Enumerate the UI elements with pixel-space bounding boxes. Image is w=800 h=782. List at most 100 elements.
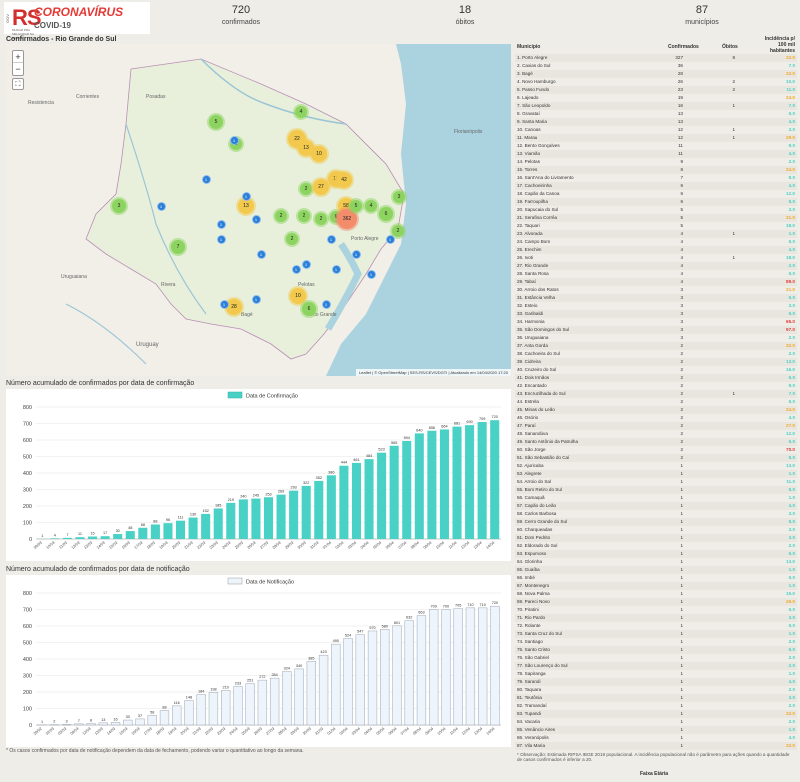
x-tick-label: 30/03 (297, 541, 307, 550)
y-tick-label: 800 (23, 405, 32, 411)
data-label: 710 (479, 603, 485, 607)
cell-confirmados: 2 (680, 375, 683, 380)
map-cluster-marker[interactable]: 13 (298, 140, 314, 156)
chart-notificacao: Data de Notificação 0 100 200 300 400 500 600 70… (6, 575, 511, 747)
cell-confirmados: 1 (680, 551, 683, 556)
fullscreen-button[interactable]: ⛶ (12, 78, 24, 90)
zoom-out-button[interactable]: − (15, 64, 21, 74)
data-label: 524 (345, 634, 351, 638)
map-cluster-marker[interactable]: 2 (392, 225, 404, 237)
data-label: 720 (492, 601, 498, 605)
map-cluster-marker[interactable]: 6 (379, 207, 393, 221)
map-cluster-marker[interactable]: 2 (298, 210, 310, 222)
map-single-marker[interactable]: 1 (252, 215, 260, 223)
map-cluster-marker[interactable]: 3 (112, 199, 126, 213)
map-single-marker[interactable]: 1 (367, 270, 375, 278)
x-tick-label: 29/02 (33, 727, 43, 736)
bar (245, 683, 255, 726)
map-single-marker[interactable]: 1 (327, 235, 335, 243)
x-tick-label: 09/03 (70, 727, 80, 736)
map-single-marker[interactable]: 1 (242, 192, 250, 200)
data-label: 210 (222, 685, 228, 689)
bar (355, 634, 365, 726)
x-tick-label: 05/04 (372, 541, 382, 550)
map-cluster-marker[interactable]: 3 (393, 191, 405, 203)
cell-incidencia: 13.0 (786, 463, 795, 468)
map-cluster-marker[interactable]: 10 (290, 288, 306, 304)
map[interactable]: Corrientes Resistencia Posadas Rivera Ur… (6, 44, 511, 376)
cell-municipio: 42. Encantado (517, 383, 547, 388)
map-cluster-marker[interactable]: 2 (286, 233, 298, 245)
zoom-in-button[interactable]: + (13, 51, 23, 63)
map-single-marker[interactable]: 1 (217, 235, 225, 243)
table-row: 35. São Domingos do Sul 3 97.0 (515, 326, 797, 334)
cell-incidencia: 11.0 (786, 479, 795, 484)
map-label: Rivera (161, 282, 176, 288)
map-single-marker[interactable]: 1 (252, 295, 260, 303)
map-single-marker[interactable]: 1 (302, 260, 310, 268)
kpi-municipios: 87 municípios (642, 4, 762, 26)
map-cluster-marker[interactable]: 42 (336, 172, 352, 188)
kpi-label: confirmados (221, 19, 261, 26)
map-cluster-marker[interactable]: 2 (275, 210, 287, 222)
cell-municipio: 19. Farroupilha (517, 199, 548, 204)
brand: CORONAVÍRUS COVID-19 (34, 5, 123, 30)
map-cluster-marker[interactable]: 27 (313, 179, 329, 195)
chart-title-confirmacao: Número acumulado de confirmados por data… (6, 380, 195, 387)
cell-municipio: 80. Taquara (517, 687, 542, 692)
map-cluster-marker[interactable]: 2 (315, 213, 327, 225)
map-cluster-marker[interactable]: 5 (350, 200, 362, 212)
table-row: 33. Garibaldi 3 9.0 (515, 310, 797, 318)
map-single-marker[interactable]: 1 (220, 300, 228, 308)
age-section-title: Faixa Etária (640, 771, 669, 777)
data-label: 245 (253, 494, 259, 498)
bar (100, 536, 110, 539)
map-single-marker[interactable]: 1 (386, 235, 394, 243)
map-single-marker[interactable]: 1 (322, 300, 330, 308)
bar (150, 524, 160, 539)
cell-confirmados: 1 (680, 567, 683, 572)
cell-municipio: 73. Santa Cruz do Sul (517, 631, 562, 636)
map-single-marker[interactable]: 1 (230, 136, 238, 144)
map-cluster-marker[interactable]: 2 (300, 183, 312, 195)
map-cluster-marker[interactable]: 28 (226, 299, 242, 315)
map-single-marker[interactable]: 1 (202, 175, 210, 183)
cell-confirmados: 2 (680, 407, 683, 412)
bar (221, 690, 231, 726)
map-single-marker[interactable]: 1 (157, 202, 165, 210)
table-row: 87. Vila Maria 1 22.0 (515, 742, 797, 750)
cell-municipio: 69. Pareci Novo (517, 599, 550, 604)
table-row: 20. Sapucaia do Sul 5 3.0 (515, 206, 797, 214)
cell-incidencia: 6.0 (788, 647, 795, 652)
map-cluster-marker[interactable]: 4 (365, 200, 377, 212)
map-single-marker[interactable]: 1 (352, 250, 360, 258)
table-row: 60. Charqueadas 1 3.0 (515, 526, 797, 534)
cell-municipio: 25. Erechim (517, 247, 542, 252)
map-label: Posadas (146, 94, 166, 100)
map-cluster-marker[interactable]: 6 (302, 302, 316, 316)
map-single-marker[interactable]: 1 (257, 250, 265, 258)
table-row: 72. Rolante 1 5.0 (515, 622, 797, 630)
map-single-marker[interactable]: 1 (332, 265, 340, 273)
cell-municipio: 28. Santa Rosa (517, 271, 549, 276)
map-cluster-marker[interactable]: 4 (295, 106, 307, 118)
table-row: 8. Gravataí 13 5.0 (515, 110, 797, 118)
x-tick-label: 20/03 (171, 541, 181, 550)
map-single-marker[interactable]: 1 (217, 220, 225, 228)
table-row: 31. Estância Velha 3 6.0 (515, 294, 797, 302)
logo-gov-text: GOV (5, 13, 10, 23)
map-cluster-marker[interactable]: 10 (311, 146, 327, 162)
table-row: 68. Nova Palma 1 15.0 (515, 590, 797, 598)
map-cluster-marker[interactable]: 13 (238, 198, 254, 214)
map-cluster-marker[interactable]: 362 (337, 209, 357, 229)
x-tick-label: 10/04 (437, 727, 447, 736)
map-cluster-marker[interactable]: 5 (209, 115, 223, 129)
cell-incidencia: 3.0 (788, 527, 795, 532)
table-row: 73. Santa Cruz do Sul 1 1.0 (515, 630, 797, 638)
table-row: 65. Guaíba 1 1.0 (515, 566, 797, 574)
map-single-marker[interactable]: 1 (292, 265, 300, 273)
x-tick-label: 04/04 (360, 541, 370, 550)
bar (135, 718, 145, 726)
map-cluster-marker[interactable]: 7 (171, 240, 185, 254)
cell-incidencia: 97.0 (786, 327, 795, 332)
